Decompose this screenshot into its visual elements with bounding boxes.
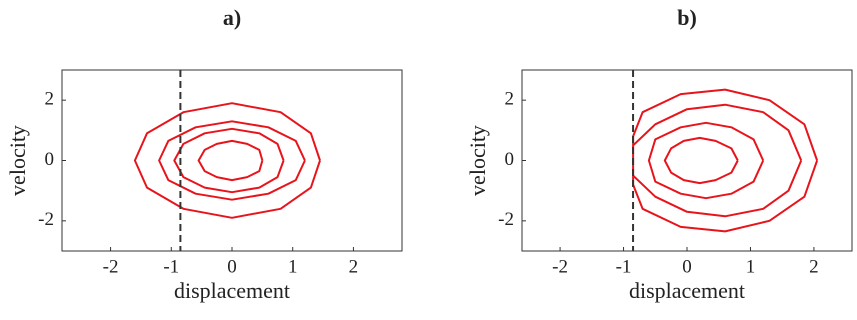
trajectory [133,102,321,219]
x-tick-label: 0 [682,256,692,277]
plot-area [61,69,403,252]
plot-area [521,69,853,252]
x-tick-label: -1 [163,256,179,277]
x-axis-label: displacement [629,278,745,303]
y-axis-label: velocity [465,125,490,196]
x-tick-label: -2 [103,256,119,277]
x-axis-label: displacement [174,278,290,303]
y-tick-label: 0 [505,149,515,170]
x-tick-label: -1 [616,256,632,277]
y-tick-label: 2 [45,89,55,110]
y-tick-label: 2 [505,89,515,110]
panel-label: b) [677,5,697,30]
y-axis-label: velocity [5,125,30,196]
x-tick-label: 2 [809,256,819,277]
x-tick-label: -2 [552,256,568,277]
x-tick-label: 2 [349,256,359,277]
x-tick-label: 0 [227,256,237,277]
x-tick-label: 1 [288,256,298,277]
y-tick-label: 0 [45,149,55,170]
panel-label: a) [223,5,241,30]
y-tick-label: -2 [498,209,514,230]
y-tick-label: -2 [38,209,54,230]
x-tick-label: 1 [746,256,756,277]
